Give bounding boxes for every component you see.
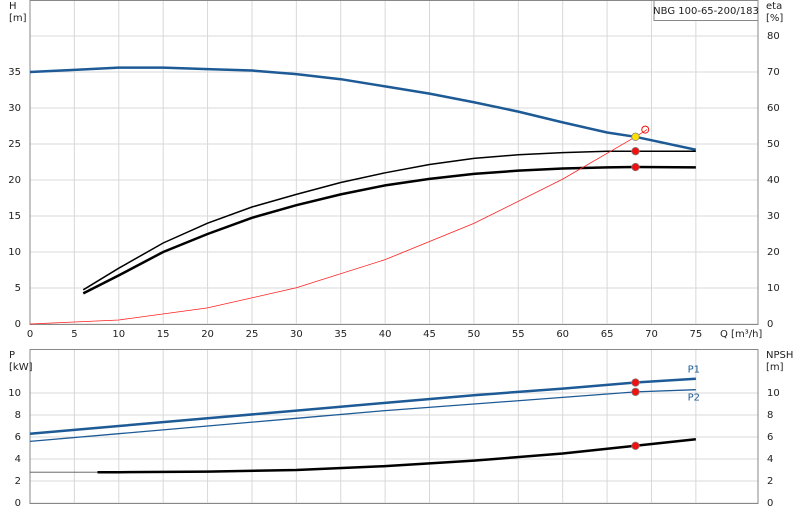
x-tick-label: 35 [334, 329, 347, 340]
y-axis-unit: [kW] [9, 362, 33, 373]
curve [29, 377, 696, 435]
y-tick-label: 0 [15, 319, 21, 330]
y2-tick-label: 70 [767, 67, 780, 78]
curve [29, 389, 696, 443]
y2-tick-label: 10 [767, 283, 780, 294]
y2-tick-label: 6 [767, 432, 773, 443]
y-tick-label: 4 [15, 454, 21, 465]
marker-ring [641, 125, 650, 134]
y-axis-label: H [9, 1, 17, 12]
y2-tick-label: 80 [767, 31, 780, 42]
y2-tick-label: 0 [767, 319, 773, 330]
x-tick-label: 10 [112, 329, 125, 340]
y2-axis-unit: [m] [766, 362, 784, 373]
curve-label: P2 [688, 393, 700, 404]
curve [97, 437, 696, 474]
y2-tick-label: 8 [767, 410, 773, 421]
y-axis-unit: [m] [9, 13, 27, 24]
curve [29, 129, 648, 325]
y-tick-label: 2 [15, 476, 21, 487]
x-tick-label: 45 [423, 329, 436, 340]
y2-tick-label: 20 [767, 247, 780, 258]
curve [82, 165, 696, 295]
x-tick-label: 15 [157, 329, 170, 340]
y-tick-label: 5 [15, 283, 21, 294]
x-tick-label: 75 [689, 329, 702, 340]
y-tick-label: 8 [15, 410, 21, 421]
y-tick-label: 15 [8, 211, 21, 222]
y2-tick-label: 2 [767, 476, 773, 487]
x-tick-label: 30 [290, 329, 303, 340]
marker-dot [631, 387, 640, 397]
x-tick-label: 20 [201, 329, 214, 340]
curve-label: P1 [688, 365, 700, 376]
marker-dot [631, 132, 640, 141]
y2-tick-label: 30 [767, 211, 780, 222]
curve [82, 150, 696, 291]
y2-tick-label: 40 [767, 175, 780, 186]
y-tick-label: 0 [15, 498, 21, 509]
y2-tick-label: 60 [767, 103, 780, 114]
y2-tick-label: 4 [767, 454, 773, 465]
marker-dot [631, 146, 640, 156]
marker-dot [631, 162, 640, 172]
y2-tick-label: 50 [767, 139, 780, 150]
plot-frame [29, 349, 759, 504]
x-axis-label: Q [m³/h] [720, 329, 762, 340]
y-axis-label: P [9, 350, 15, 361]
x-tick-label: 40 [379, 329, 392, 340]
y-tick-label: 20 [8, 175, 21, 186]
curve [29, 66, 697, 151]
chart-title: NBG 100-65-200/183 [653, 6, 759, 17]
plot-frame [29, 0, 759, 325]
y2-tick-label: 0 [767, 498, 773, 509]
x-tick-label: 0 [27, 329, 33, 340]
y-tick-label: 25 [8, 139, 21, 150]
y-tick-label: 30 [8, 103, 21, 114]
x-tick-label: 70 [645, 329, 658, 340]
x-tick-label: 50 [468, 329, 481, 340]
y2-axis-unit: [%] [766, 13, 783, 24]
x-tick-label: 25 [246, 329, 259, 340]
y-tick-label: 10 [8, 388, 21, 399]
y-tick-label: 35 [8, 67, 21, 78]
x-tick-label: 5 [71, 329, 77, 340]
y-tick-label: 10 [8, 247, 21, 258]
y2-axis-label: eta [766, 1, 782, 12]
y2-axis-label: NPSH [766, 350, 793, 361]
y-tick-label: 6 [15, 432, 21, 443]
x-tick-label: 55 [512, 329, 525, 340]
y2-tick-label: 10 [767, 388, 780, 399]
marker-dot [631, 378, 640, 387]
marker-dot [631, 441, 640, 450]
x-tick-label: 65 [601, 329, 614, 340]
title-box [653, 0, 759, 21]
x-tick-label: 60 [556, 329, 569, 340]
